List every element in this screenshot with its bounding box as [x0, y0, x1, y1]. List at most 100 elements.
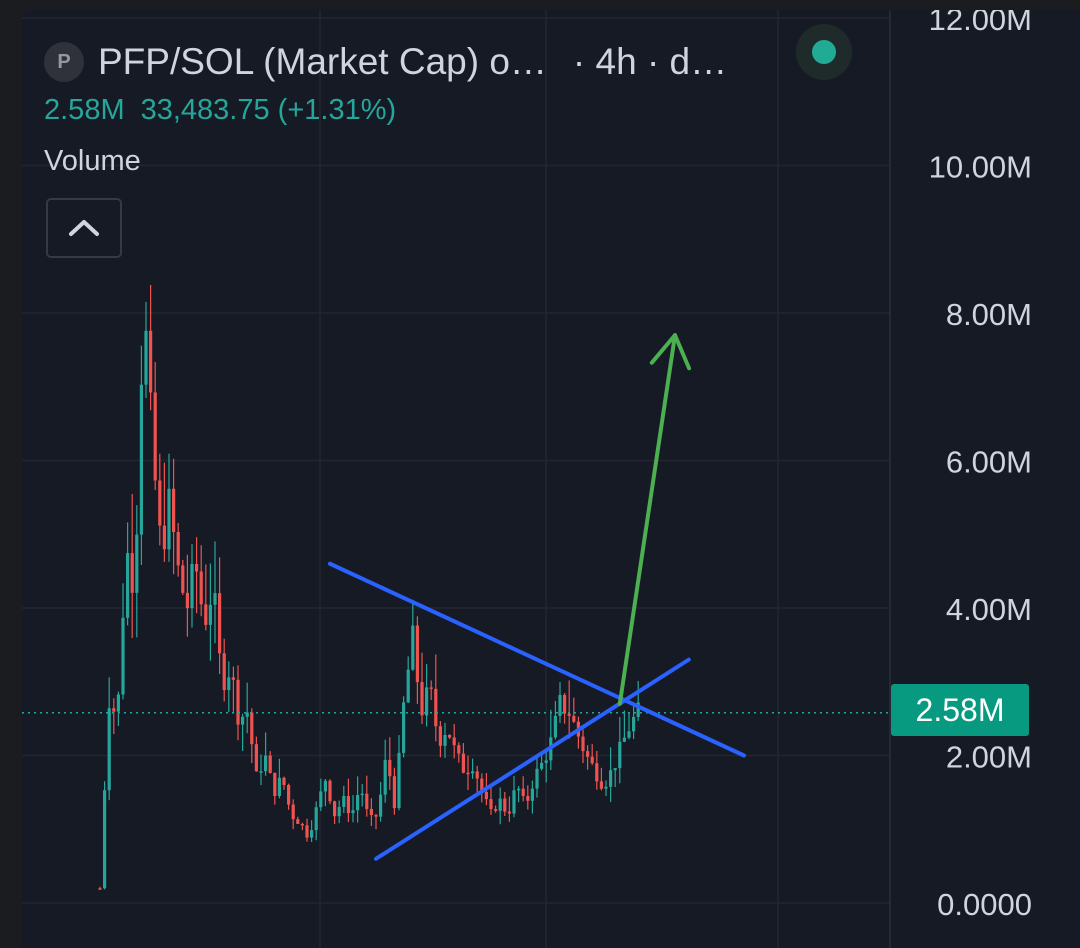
ascending-support — [374, 657, 691, 861]
candle-body — [599, 781, 603, 789]
candle-body — [195, 563, 199, 572]
candle-body — [429, 687, 433, 689]
candle-body — [268, 755, 272, 773]
candle-body — [558, 694, 562, 716]
candle-body — [254, 744, 258, 772]
candle-body — [287, 784, 291, 805]
candle-body — [544, 760, 548, 763]
candle-body — [609, 770, 613, 787]
candle-body — [277, 777, 281, 797]
candle-body — [388, 759, 392, 777]
chart-panel[interactable]: 12.00M 10.00M 8.00M 6.00M 4.00M 2.00M 0.0000 P… — [22, 10, 1080, 948]
candle-body — [342, 796, 346, 808]
candle-body — [420, 682, 424, 716]
candle-body — [351, 810, 355, 814]
candle-body — [264, 755, 268, 772]
candle-body — [360, 793, 364, 796]
candle-body — [512, 790, 516, 814]
candle-body — [632, 716, 636, 732]
candle-body — [126, 553, 130, 618]
symbol-title[interactable]: PFP/SOL (Market Cap) o… — [98, 41, 547, 82]
candle-body — [356, 795, 360, 811]
candle-body — [291, 804, 295, 820]
candle-body — [231, 677, 235, 680]
y-axis-tick-label: 4.00M — [946, 592, 1032, 627]
candle-body — [415, 625, 419, 683]
candle-body — [158, 480, 162, 526]
candle-body — [636, 702, 640, 717]
candle-body — [227, 677, 231, 691]
candle-body — [337, 807, 341, 817]
candle-body — [218, 593, 222, 654]
candle-body — [213, 593, 217, 605]
candle-body — [471, 771, 475, 774]
candle-body — [162, 525, 166, 550]
candle-body — [333, 801, 337, 817]
candle-body — [590, 756, 594, 764]
candle-body — [314, 807, 318, 831]
candle-body — [484, 791, 488, 800]
candle-body — [176, 531, 180, 566]
candle-body — [586, 751, 590, 757]
candle-body — [167, 488, 171, 550]
candle-body — [507, 811, 511, 814]
candle-body — [282, 777, 286, 785]
y-axis-tick-label: 6.00M — [946, 445, 1032, 480]
candle-body — [135, 534, 139, 593]
candle-body — [98, 888, 102, 890]
candle-body — [517, 788, 521, 791]
candle-body — [116, 694, 120, 712]
candle-body — [411, 625, 415, 670]
candle-body — [563, 694, 567, 714]
candle-body — [604, 786, 608, 789]
candle-body — [526, 796, 530, 801]
price-change-row: 2.58M 33,483.75 (+1.31%) — [44, 94, 727, 127]
candle-body — [346, 796, 350, 814]
collapse-legend-button[interactable] — [46, 198, 122, 258]
candle-body — [613, 768, 617, 771]
candle-body — [204, 604, 208, 625]
candle-body — [323, 780, 327, 792]
candle-body — [494, 809, 498, 811]
last-value: 2.58M — [44, 94, 125, 126]
candle-body — [572, 715, 576, 722]
candle-body — [461, 753, 465, 773]
candle-body — [448, 734, 452, 738]
volume-indicator-label[interactable]: Volume — [44, 145, 141, 177]
candle-body — [310, 830, 314, 838]
breakout-arrow — [617, 333, 677, 706]
candle-body — [402, 702, 406, 753]
price-chart[interactable]: 12.00M 10.00M 8.00M 6.00M 4.00M 2.00M 0.0000 — [22, 10, 1080, 948]
candle-body — [199, 571, 203, 605]
interval-exchange-text[interactable]: · 4h · d… — [572, 41, 728, 82]
candle-body — [365, 793, 369, 809]
legend-title-row[interactable]: P PFP/SOL (Market Cap) o… · 4h · d… — [44, 36, 727, 88]
last-price-label: 2.58M — [891, 684, 1029, 736]
candle-body — [489, 799, 493, 810]
descending-resistance — [328, 561, 746, 758]
candle-body — [259, 771, 263, 773]
candle-body — [434, 688, 438, 727]
candle-body — [250, 712, 254, 745]
candle-body — [319, 791, 323, 808]
candle-body — [149, 330, 153, 393]
candle-body — [208, 604, 212, 625]
candle-body — [498, 798, 502, 811]
market-status-indicator[interactable] — [796, 24, 852, 80]
candle-body — [181, 565, 185, 593]
candle-body — [392, 776, 396, 809]
candle-body — [553, 715, 557, 738]
y-axis-tick-label: 10.00M — [929, 150, 1032, 185]
candle-body — [443, 734, 447, 746]
candle-body — [139, 384, 143, 535]
y-axis-tick-label: 2.00M — [946, 740, 1032, 775]
candle-body — [535, 768, 539, 789]
candle-body — [328, 780, 332, 802]
candle-body — [503, 798, 507, 812]
candle-body — [172, 488, 176, 532]
candle-body — [222, 653, 226, 691]
candle-body — [107, 708, 111, 791]
chart-legend: P PFP/SOL (Market Cap) o… · 4h · d… 2.58… — [44, 36, 727, 178]
candle-body — [241, 716, 245, 725]
symbol-logo-icon: P — [44, 42, 84, 82]
